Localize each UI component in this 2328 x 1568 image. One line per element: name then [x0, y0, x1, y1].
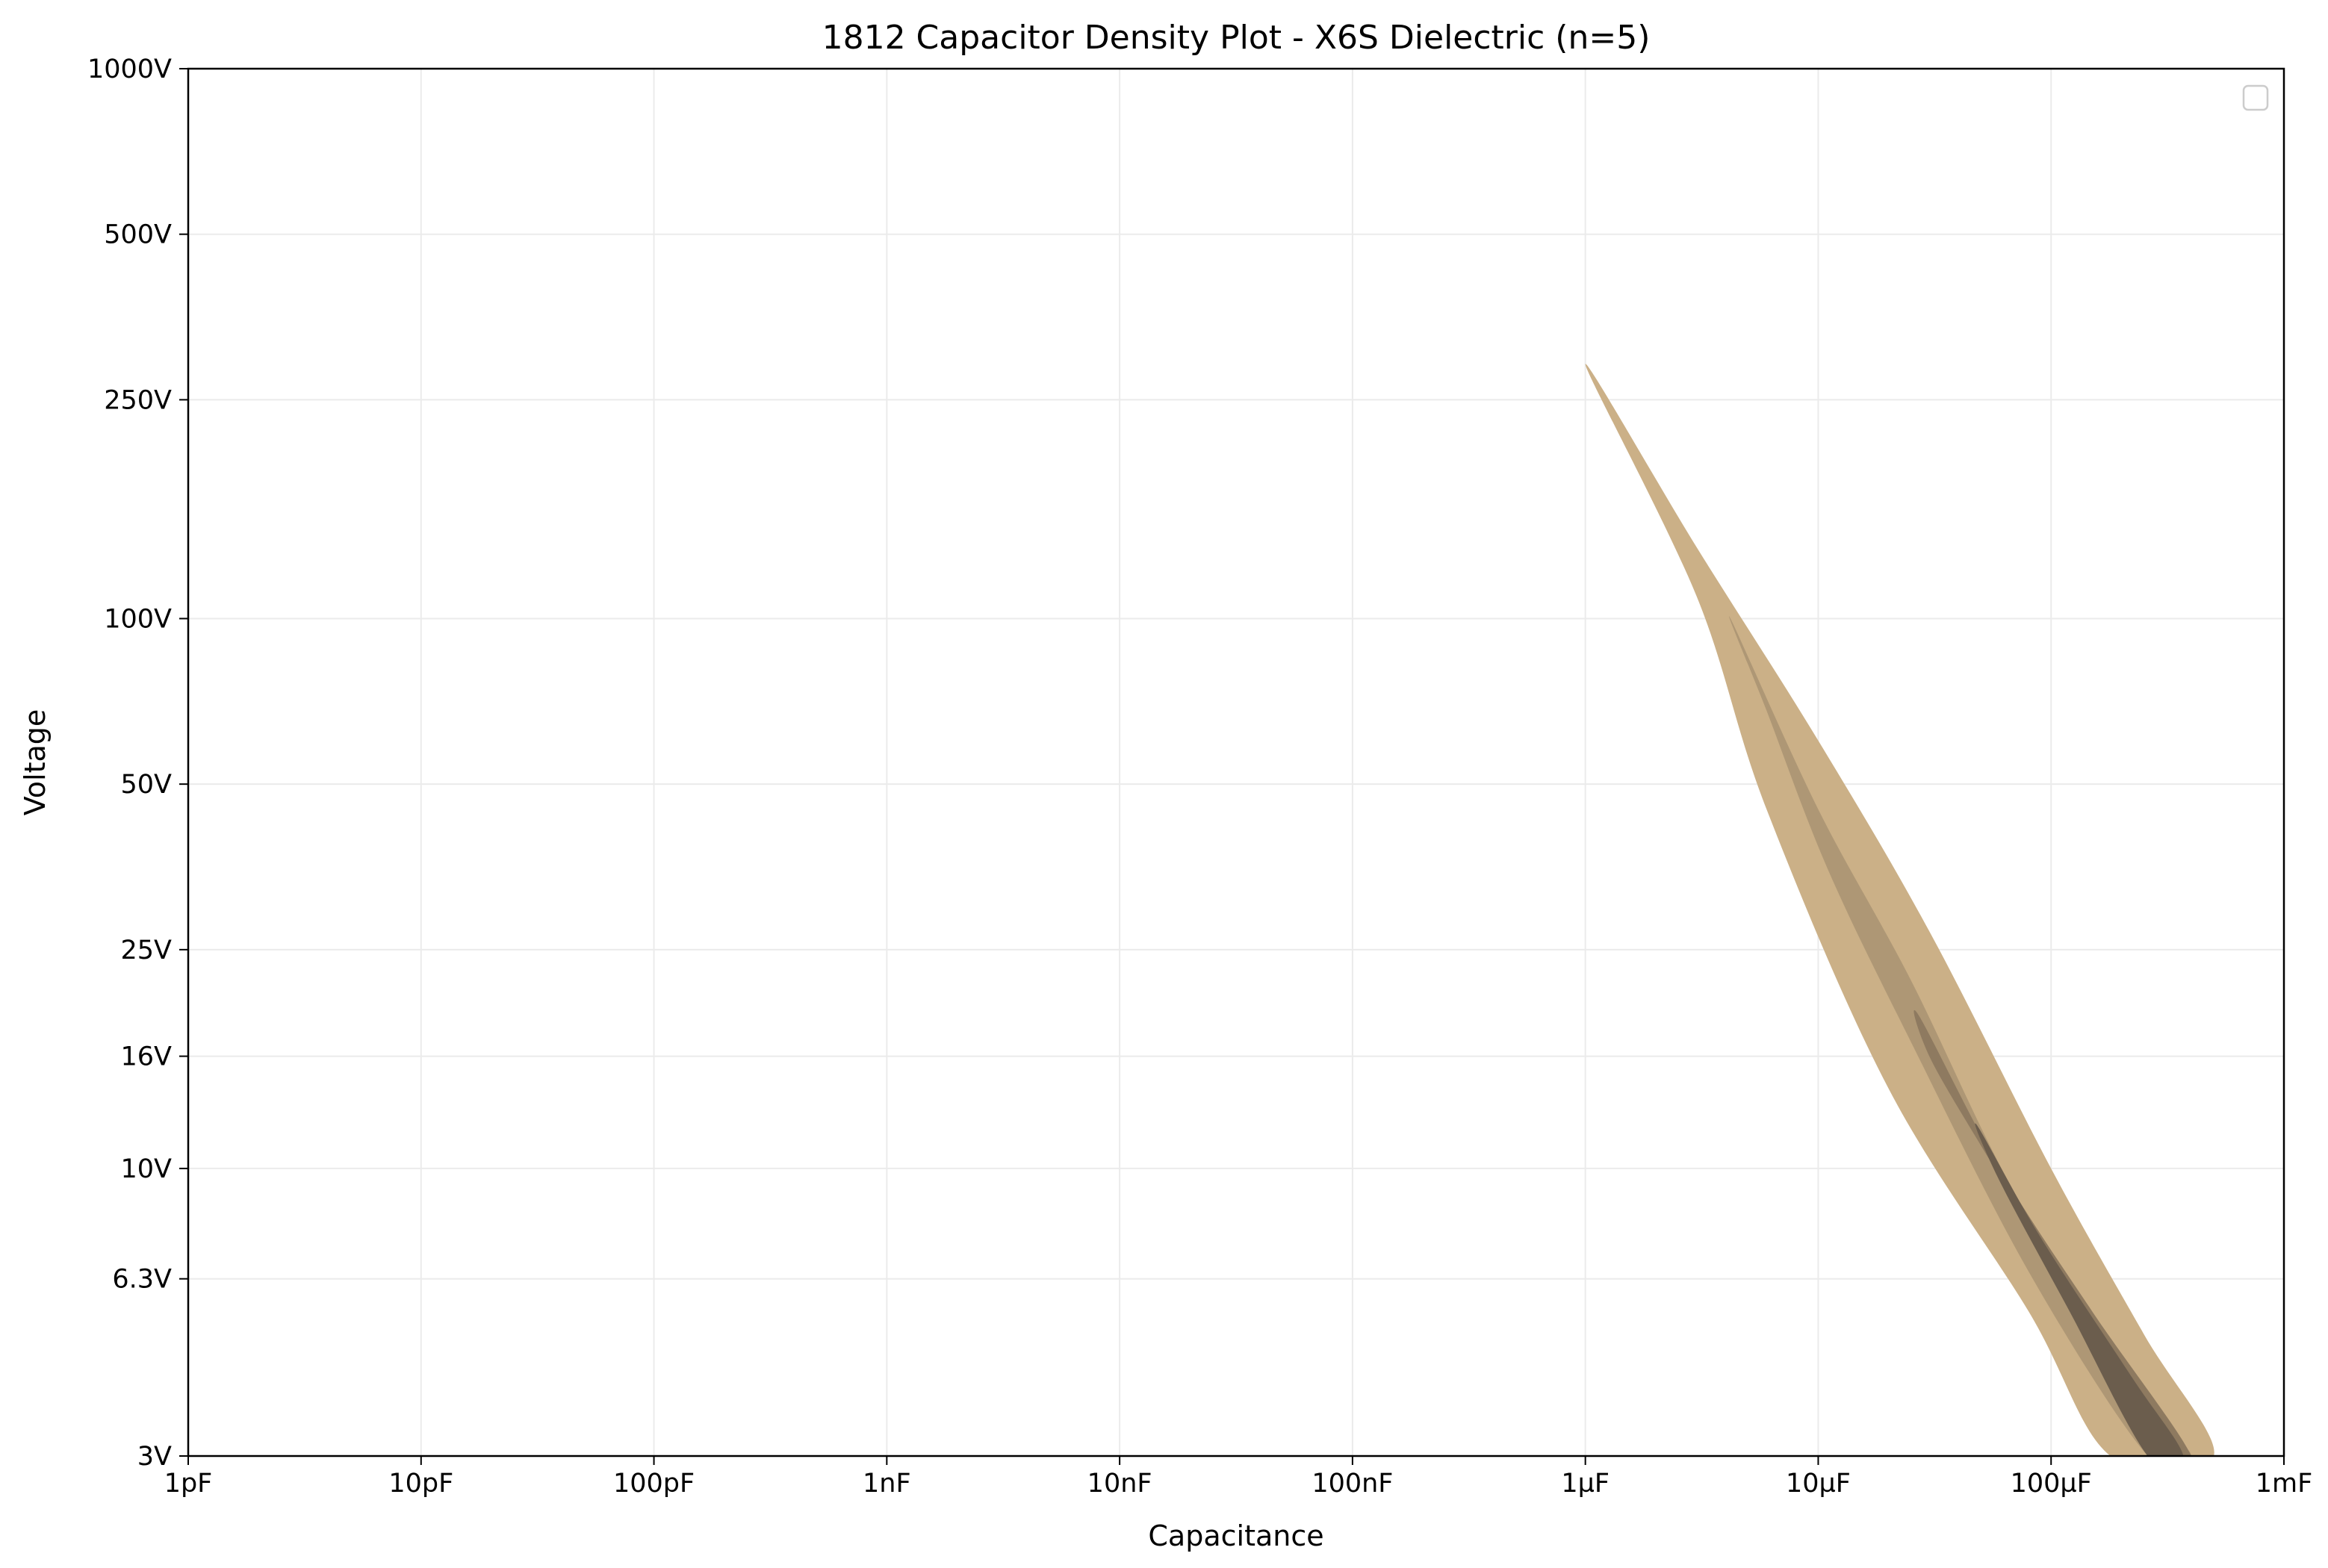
y-axis-ticks: 3V 6.3V 10V 16V 25V 50V 100V 250V 500V 1000V [87, 55, 188, 1472]
x-axis-ticks: 1pF 10pF 100pF 1nF 10nF 100nF 1µF 10µF 100µF 1mF [164, 1456, 2313, 1499]
y-tick-label: 50V [121, 770, 173, 800]
y-tick-label: 100V [104, 604, 172, 634]
x-axis-label: Capacitance [1148, 1519, 1323, 1552]
x-tick-label: 10pF [388, 1469, 453, 1499]
x-tick-label: 100µF [2011, 1469, 2092, 1499]
x-tick-label: 1nF [863, 1469, 911, 1499]
y-axis-label: Voltage [19, 709, 52, 816]
density-level-1 [1585, 364, 2214, 1456]
density-level-4 [1975, 1123, 2184, 1456]
y-tick-label: 250V [104, 385, 172, 415]
y-tick-label: 500V [104, 220, 172, 250]
legend-box [2242, 84, 2269, 111]
x-tick-label: 100nF [1312, 1469, 1393, 1499]
y-tick-label: 3V [137, 1442, 172, 1472]
chart-title: 1812 Capacitor Density Plot - X6S Dielec… [822, 19, 1651, 57]
x-tick-label: 10nF [1087, 1469, 1152, 1499]
y-tick-label: 1000V [87, 55, 172, 84]
x-tick-label: 1µF [1561, 1469, 1610, 1499]
plot-frame [187, 67, 2285, 1457]
x-tick-label: 10µF [1786, 1469, 1851, 1499]
x-tick-label: 1mF [2256, 1469, 2313, 1499]
density-contours [1585, 364, 2214, 1456]
y-tick-label: 25V [121, 936, 173, 965]
y-tick-label: 6.3V [112, 1265, 172, 1295]
y-tick-label: 10V [121, 1154, 173, 1184]
x-tick-label: 100pF [613, 1469, 695, 1499]
y-tick-label: 16V [121, 1042, 173, 1072]
x-tick-label: 1pF [164, 1469, 213, 1499]
